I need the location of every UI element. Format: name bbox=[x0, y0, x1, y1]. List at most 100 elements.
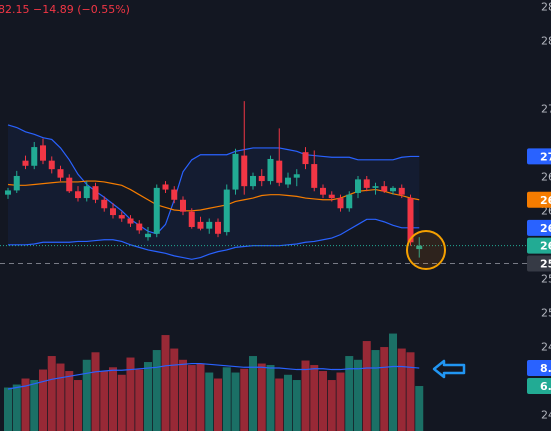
volume-bar bbox=[292, 380, 301, 431]
candle-body bbox=[136, 223, 143, 231]
y-tick-label: 26 bbox=[541, 205, 551, 218]
price-label-box bbox=[527, 219, 551, 236]
y-tick-label: 27 bbox=[541, 103, 551, 116]
price-label-box bbox=[527, 148, 551, 165]
candle-body bbox=[355, 179, 361, 193]
volume-bar bbox=[362, 341, 371, 431]
volume-label: 8. bbox=[540, 362, 551, 375]
candle-body bbox=[48, 160, 55, 170]
candle-body bbox=[162, 184, 169, 190]
candle-body bbox=[241, 155, 248, 187]
volume-bar bbox=[214, 378, 222, 431]
volume-bar bbox=[336, 372, 345, 431]
band-fill-layer bbox=[8, 124, 420, 260]
volume-bar bbox=[371, 350, 380, 431]
candle-body bbox=[118, 215, 125, 219]
candle-body bbox=[372, 186, 379, 188]
candle-body bbox=[258, 175, 265, 182]
candle-body bbox=[276, 160, 283, 183]
band-fill bbox=[8, 124, 420, 260]
y-tick-label: 25 bbox=[541, 307, 551, 320]
candle-body bbox=[390, 187, 396, 192]
volume-bar bbox=[152, 350, 161, 431]
candle-body bbox=[127, 218, 134, 224]
candle-layer bbox=[5, 101, 423, 258]
candle-body bbox=[40, 145, 46, 161]
volume-bar bbox=[135, 369, 144, 431]
arrow-icon bbox=[432, 359, 466, 379]
price-header: 82.15 −14.89 (−0.55%) bbox=[0, 3, 130, 16]
candle-body bbox=[145, 233, 151, 238]
candle-body bbox=[110, 208, 116, 216]
volume-label: 6. bbox=[540, 380, 551, 393]
volume-bar bbox=[187, 365, 196, 431]
volume-bar bbox=[47, 356, 56, 431]
volume-bar bbox=[21, 378, 30, 431]
volume-bar bbox=[249, 356, 257, 431]
volume-bar bbox=[240, 368, 249, 431]
line-layer bbox=[0, 124, 527, 390]
volume-bar bbox=[74, 380, 82, 431]
price-label: 26 bbox=[540, 240, 551, 253]
candle-body bbox=[180, 199, 186, 212]
volume-bar bbox=[170, 348, 179, 431]
volume-bar bbox=[397, 348, 406, 431]
band-upper bbox=[7, 124, 420, 235]
axis-layer: 28282726262525242427262626258.6. bbox=[527, 1, 551, 422]
volume-bar bbox=[117, 374, 126, 431]
candle-body bbox=[407, 198, 414, 243]
band-lower bbox=[8, 218, 420, 260]
candle-body bbox=[13, 175, 20, 191]
candle-body bbox=[346, 194, 353, 209]
volume-bar bbox=[310, 365, 319, 431]
candle-body bbox=[75, 191, 81, 199]
volume-bar bbox=[257, 363, 266, 431]
volume-bar bbox=[284, 374, 292, 431]
candle-body bbox=[188, 211, 195, 227]
volume-bar bbox=[12, 384, 21, 431]
price-label-box bbox=[527, 255, 551, 272]
candle-body bbox=[302, 152, 309, 165]
candle-body bbox=[215, 221, 221, 234]
price-label: 26 bbox=[540, 194, 551, 207]
candle-body bbox=[337, 198, 344, 209]
volume-bar bbox=[56, 363, 65, 431]
candle-body bbox=[267, 158, 274, 182]
y-tick-label: 24 bbox=[541, 409, 551, 422]
volume-bar bbox=[275, 378, 284, 431]
volume-bar bbox=[222, 367, 231, 431]
volume-bar bbox=[406, 352, 415, 431]
volume-bar bbox=[205, 372, 214, 431]
candle-body bbox=[381, 186, 388, 192]
volume-label-box bbox=[527, 378, 551, 395]
volume-bar bbox=[354, 359, 362, 431]
volume-bar bbox=[196, 363, 205, 431]
candle-body bbox=[171, 189, 178, 200]
volume-bar bbox=[266, 365, 275, 431]
candle-body bbox=[66, 177, 73, 192]
candle-body bbox=[328, 194, 335, 199]
price-label: 27 bbox=[540, 150, 551, 163]
y-tick-label: 28 bbox=[541, 1, 551, 14]
candle-body bbox=[31, 147, 38, 166]
volume-ma bbox=[7, 362, 420, 390]
volume-bar bbox=[82, 359, 91, 431]
candle-body bbox=[311, 164, 318, 188]
volume-bar bbox=[30, 380, 39, 431]
volume-label-box bbox=[527, 360, 551, 377]
candle-body bbox=[416, 245, 423, 250]
price-label: 26 bbox=[540, 222, 551, 235]
candle-body bbox=[5, 190, 11, 195]
candle-body bbox=[250, 175, 256, 187]
candle-body bbox=[22, 160, 29, 166]
y-tick-label: 24 bbox=[541, 341, 551, 354]
candle-body bbox=[398, 187, 405, 195]
candle-body bbox=[293, 174, 300, 178]
price-label: 25 bbox=[540, 258, 551, 271]
volume-bar bbox=[380, 347, 389, 431]
volume-bar bbox=[415, 386, 424, 431]
volume-bar bbox=[345, 356, 354, 431]
band-middle bbox=[7, 180, 420, 212]
volume-bar bbox=[91, 352, 100, 431]
y-tick-label: 28 bbox=[541, 35, 551, 48]
